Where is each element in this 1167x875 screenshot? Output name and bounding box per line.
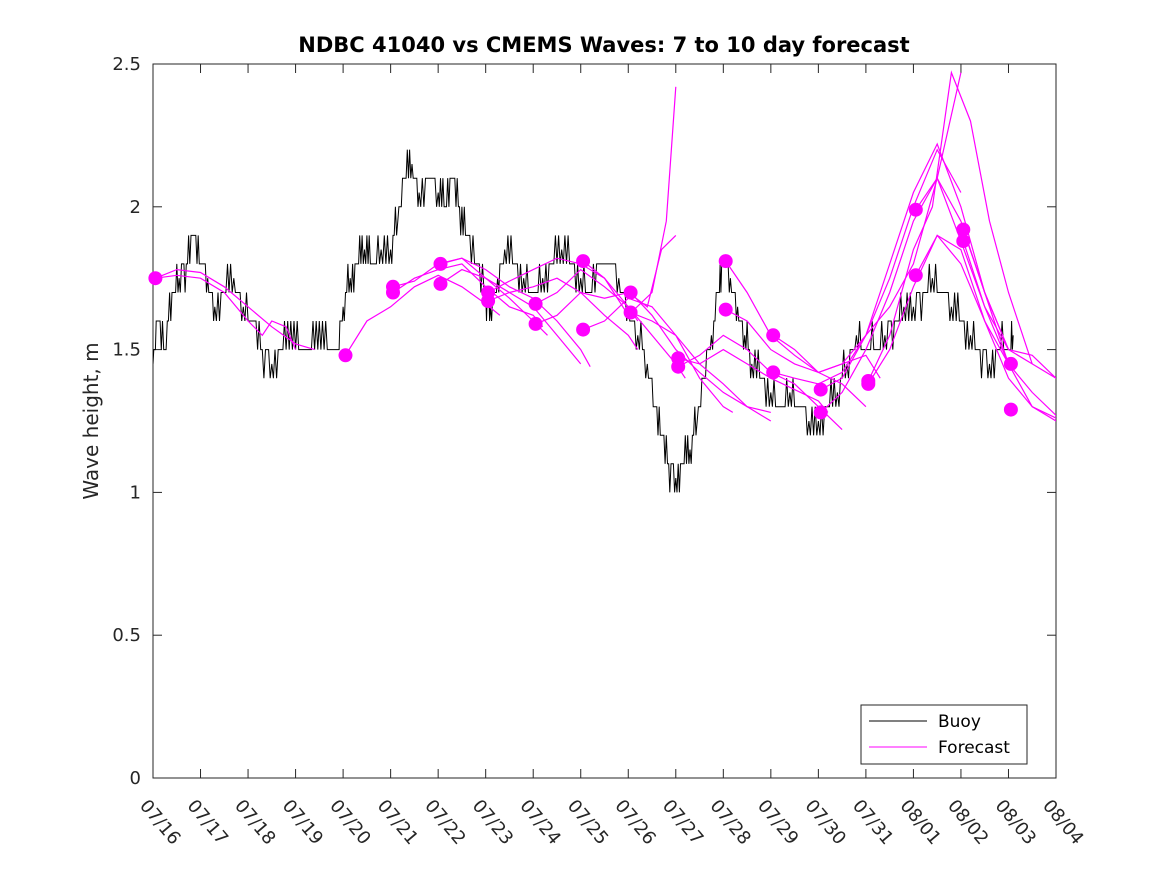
forecast-run-3: [392, 257, 548, 336]
x-tick-label: 07/31: [848, 796, 897, 849]
forecast-marker: [433, 276, 448, 291]
forecast-marker: [671, 359, 686, 374]
y-tick-label: 2.5: [112, 54, 141, 75]
forecast-run-23: [867, 70, 1033, 382]
forecast-marker: [338, 348, 353, 363]
forecast-run-26: [915, 234, 1056, 419]
x-tick-label: 07/27: [658, 796, 707, 849]
forecast-marker: [908, 268, 923, 283]
x-tick-label: 08/02: [943, 796, 992, 849]
forecast-marker: [813, 382, 828, 397]
x-tick-label: 07/17: [183, 796, 232, 849]
buoy-line: [153, 149, 1014, 493]
forecast-run-2: [344, 274, 501, 356]
forecast-run-15: [678, 348, 829, 413]
x-tick-label: 07/20: [325, 796, 374, 849]
x-tick-label: 07/30: [801, 796, 850, 849]
forecast-marker: [576, 322, 591, 337]
forecast-marker: [956, 234, 971, 249]
forecast-marker: [718, 302, 733, 317]
plot-frame: [152, 63, 1057, 779]
forecast-run-12: [582, 297, 734, 413]
forecast-marker: [718, 254, 733, 269]
x-tick-label: 07/23: [468, 796, 517, 849]
buoy-series: [153, 149, 1014, 493]
legend-buoy-label: Buoy: [938, 712, 981, 732]
forecast-run-1: [155, 274, 297, 350]
x-tick-label: 07/24: [515, 796, 564, 849]
forecast-marker: [623, 305, 638, 320]
x-tick-label: 08/03: [991, 796, 1040, 849]
x-tick-label: 07/21: [373, 796, 422, 849]
legend: Buoy Forecast: [860, 704, 1028, 765]
y-tick-label: 1: [130, 482, 141, 503]
x-tick-label: 07/19: [278, 796, 327, 849]
forecast-run-16: [677, 334, 843, 431]
forecast-marker: [1003, 356, 1018, 371]
x-tick-label: 08/04: [1038, 796, 1087, 849]
forecast-series: [155, 70, 1056, 431]
forecast-run-4: [392, 263, 544, 328]
forecast-marker: [433, 256, 448, 271]
y-tick-label: 1.5: [112, 340, 141, 361]
chart-title: NDBC 41040 vs CMEMS Waves: 7 to 10 day f…: [298, 33, 909, 57]
x-tick-label: 07/22: [420, 796, 469, 849]
forecast-marker: [861, 376, 876, 391]
x-tick-label: 07/18: [230, 796, 279, 849]
x-tick-label: 07/26: [610, 796, 659, 849]
y-tick-label: 2: [130, 197, 141, 218]
x-tick-label: 07/25: [563, 796, 612, 849]
x-tick-label: 07/16: [135, 796, 184, 849]
forecast-marker: [623, 285, 638, 300]
forecast-marker: [148, 271, 163, 286]
x-tick-label: 08/01: [896, 796, 945, 849]
forecast-marker: [481, 294, 496, 308]
forecast-run-21: [820, 142, 1010, 391]
forecast-run-8: [487, 277, 639, 350]
forecast-run-17: [725, 260, 867, 408]
x-tick-label: 07/28: [705, 796, 754, 849]
legend-forecast-label: Forecast: [938, 738, 1010, 758]
forecast-run-11: [582, 86, 677, 317]
forecast-run-5: [440, 257, 591, 367]
forecast-marker: [813, 405, 828, 420]
y-tick-label: 0: [130, 768, 141, 789]
forecast-marker: [908, 202, 923, 217]
forecast-marker: [576, 254, 591, 269]
forecast-marker: [528, 316, 543, 331]
forecast-run-27: [962, 229, 1056, 379]
forecast-markers: [148, 202, 1018, 420]
forecast-run-19: [772, 72, 962, 374]
forecast-marker: [766, 328, 781, 343]
forecast-marker: [766, 365, 781, 380]
x-tick-label: 07/29: [753, 796, 802, 849]
legend-box: [860, 704, 1028, 765]
y-tick-label: 0.5: [112, 625, 141, 646]
forecast-marker: [528, 296, 543, 311]
forecast-marker: [1003, 402, 1018, 417]
forecast-marker: [386, 285, 400, 300]
forecast-run-24: [867, 234, 1056, 422]
y-axis-label: Wave height, m: [79, 342, 103, 499]
forecast-run-6: [440, 268, 582, 365]
